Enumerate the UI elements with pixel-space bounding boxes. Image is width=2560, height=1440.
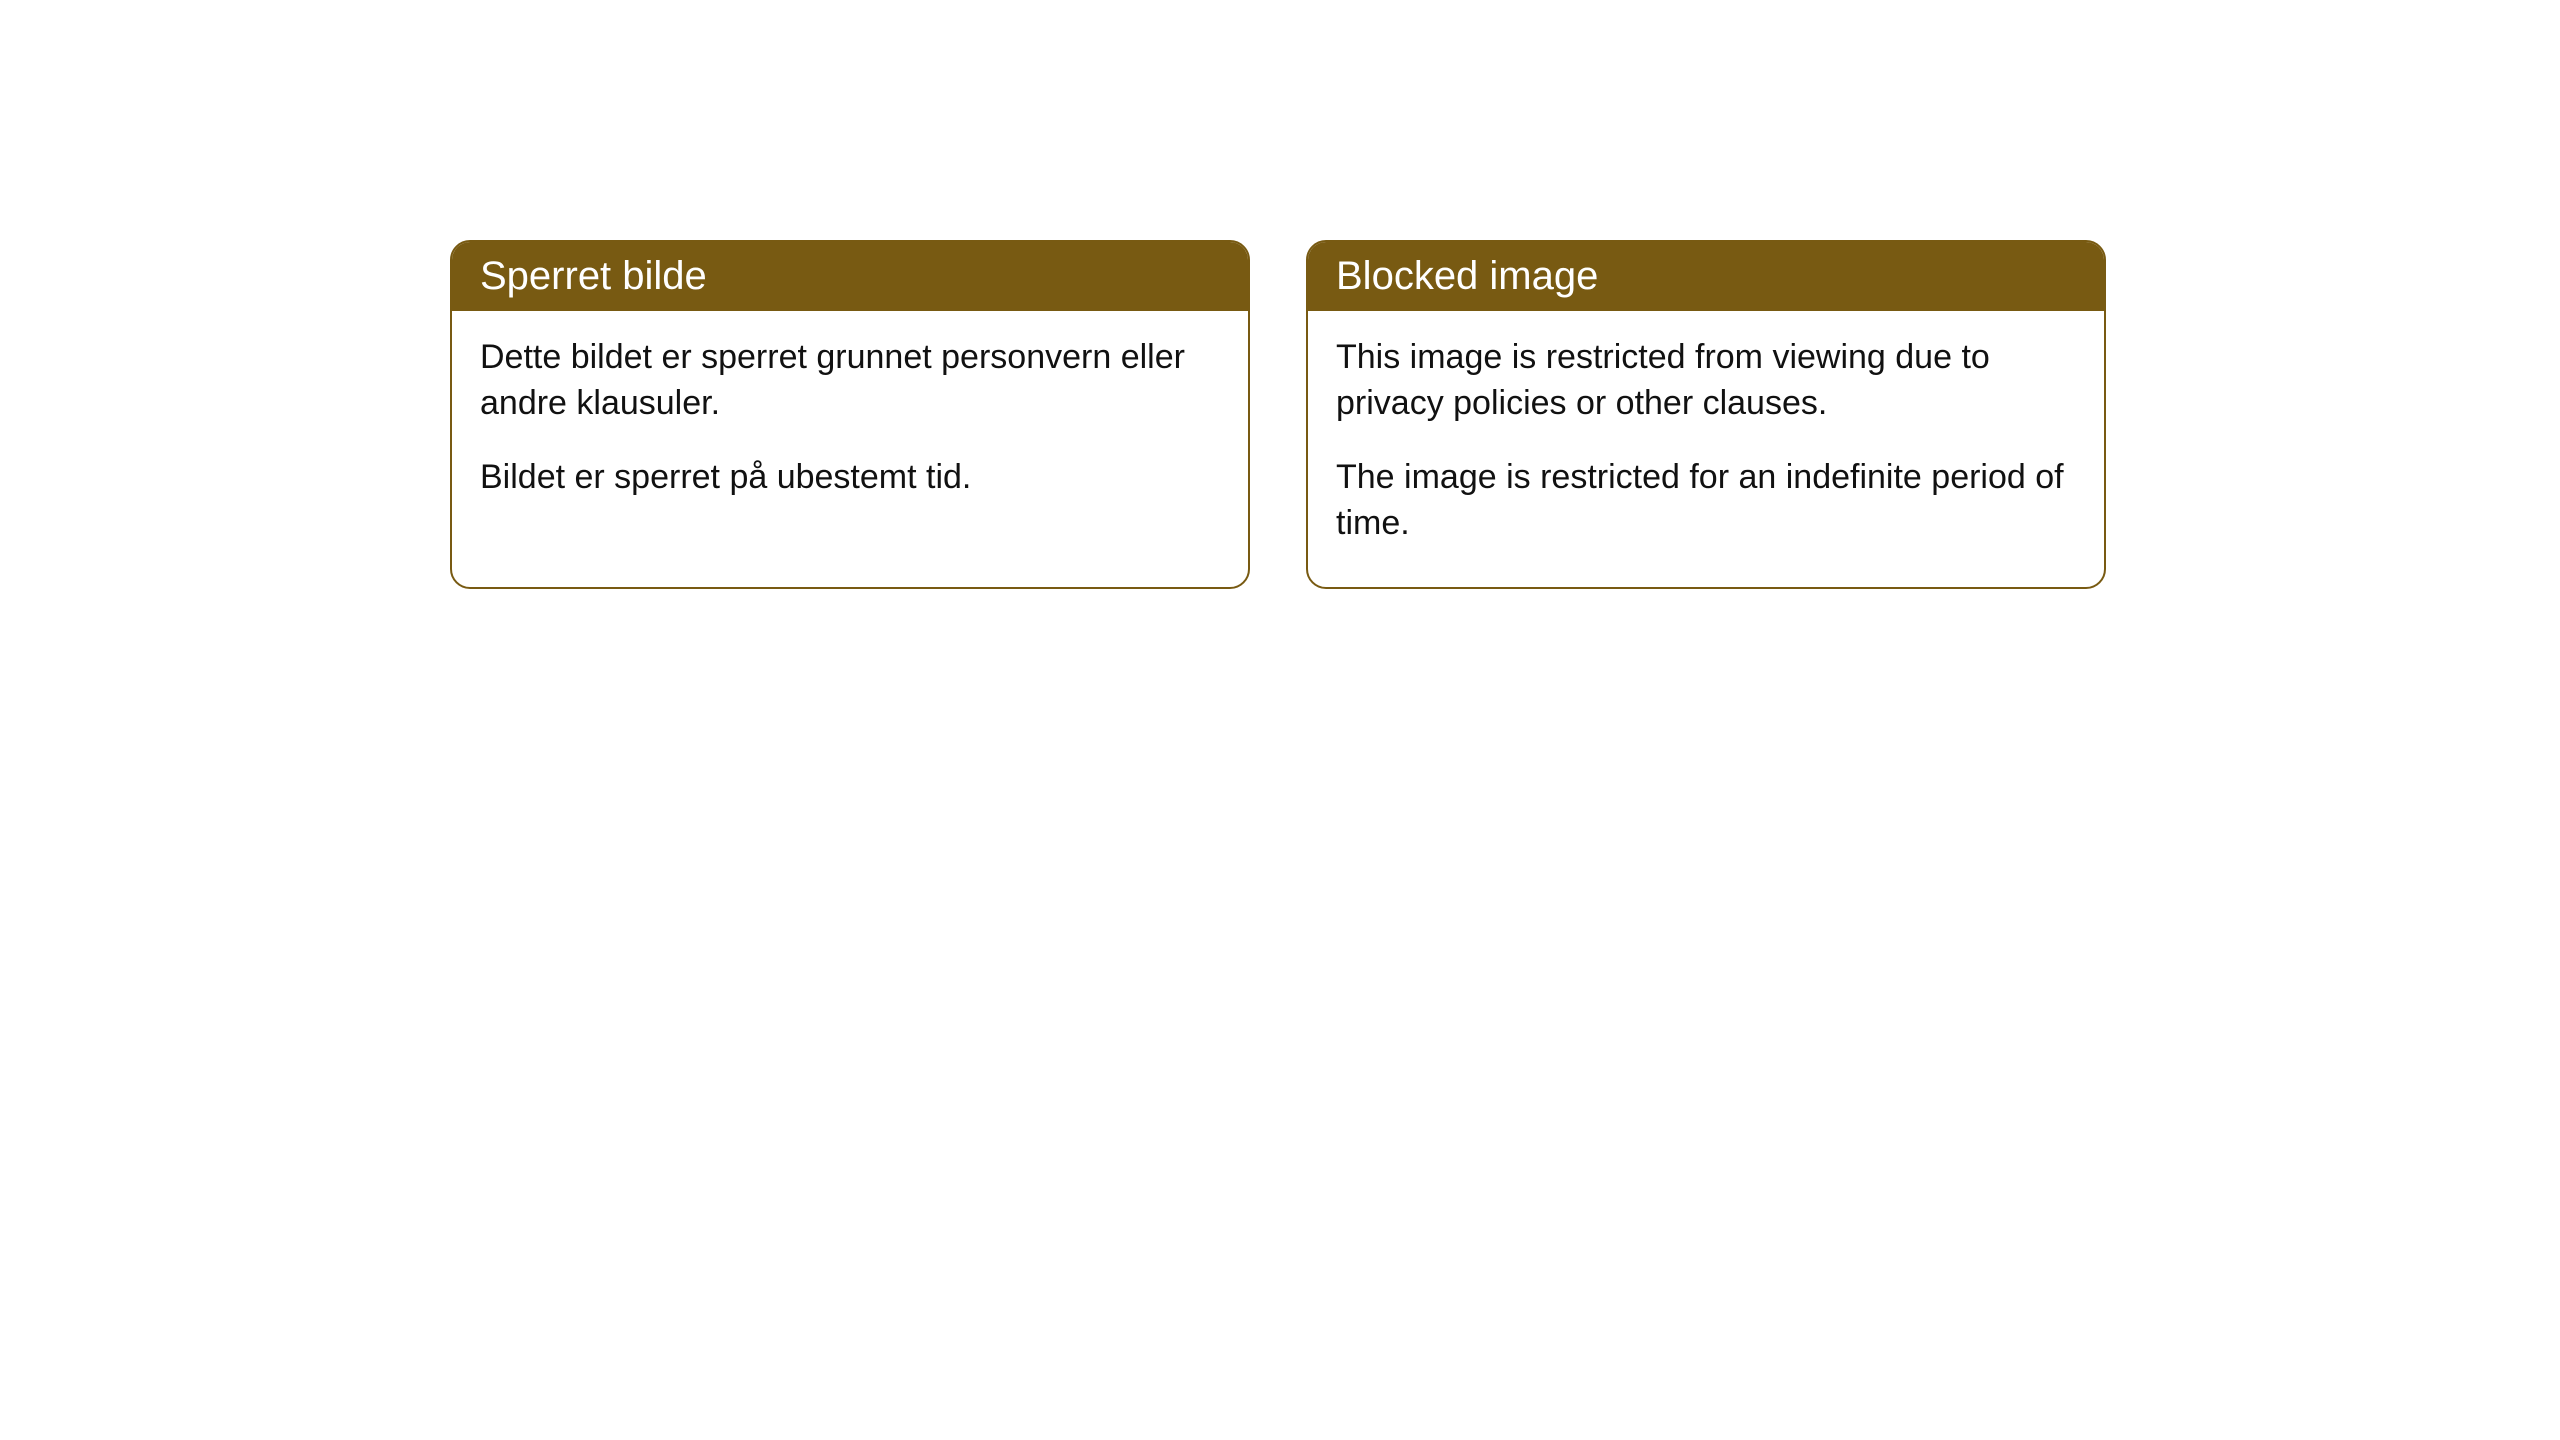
notice-cards-container: Sperret bilde Dette bildet er sperret gr… [0, 0, 2560, 589]
notice-card-english: Blocked image This image is restricted f… [1306, 240, 2106, 589]
card-header: Blocked image [1308, 242, 2104, 311]
card-paragraph: Dette bildet er sperret grunnet personve… [480, 335, 1220, 427]
card-title: Sperret bilde [480, 254, 707, 298]
card-paragraph: This image is restricted from viewing du… [1336, 335, 2076, 427]
card-body: This image is restricted from viewing du… [1308, 311, 2104, 587]
card-header: Sperret bilde [452, 242, 1248, 311]
card-title: Blocked image [1336, 254, 1598, 298]
card-body: Dette bildet er sperret grunnet personve… [452, 311, 1248, 541]
card-paragraph: Bildet er sperret på ubestemt tid. [480, 455, 1220, 501]
notice-card-norwegian: Sperret bilde Dette bildet er sperret gr… [450, 240, 1250, 589]
card-paragraph: The image is restricted for an indefinit… [1336, 455, 2076, 547]
